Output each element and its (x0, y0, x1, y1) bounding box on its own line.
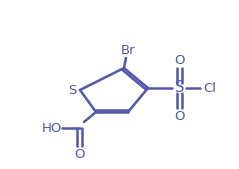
Text: Br: Br (121, 43, 135, 56)
Text: O: O (75, 148, 85, 161)
Text: HO: HO (42, 122, 62, 135)
Text: O: O (175, 54, 185, 66)
Text: S: S (68, 83, 76, 96)
Text: Cl: Cl (203, 81, 217, 94)
Text: O: O (175, 110, 185, 123)
Text: S: S (175, 80, 185, 95)
